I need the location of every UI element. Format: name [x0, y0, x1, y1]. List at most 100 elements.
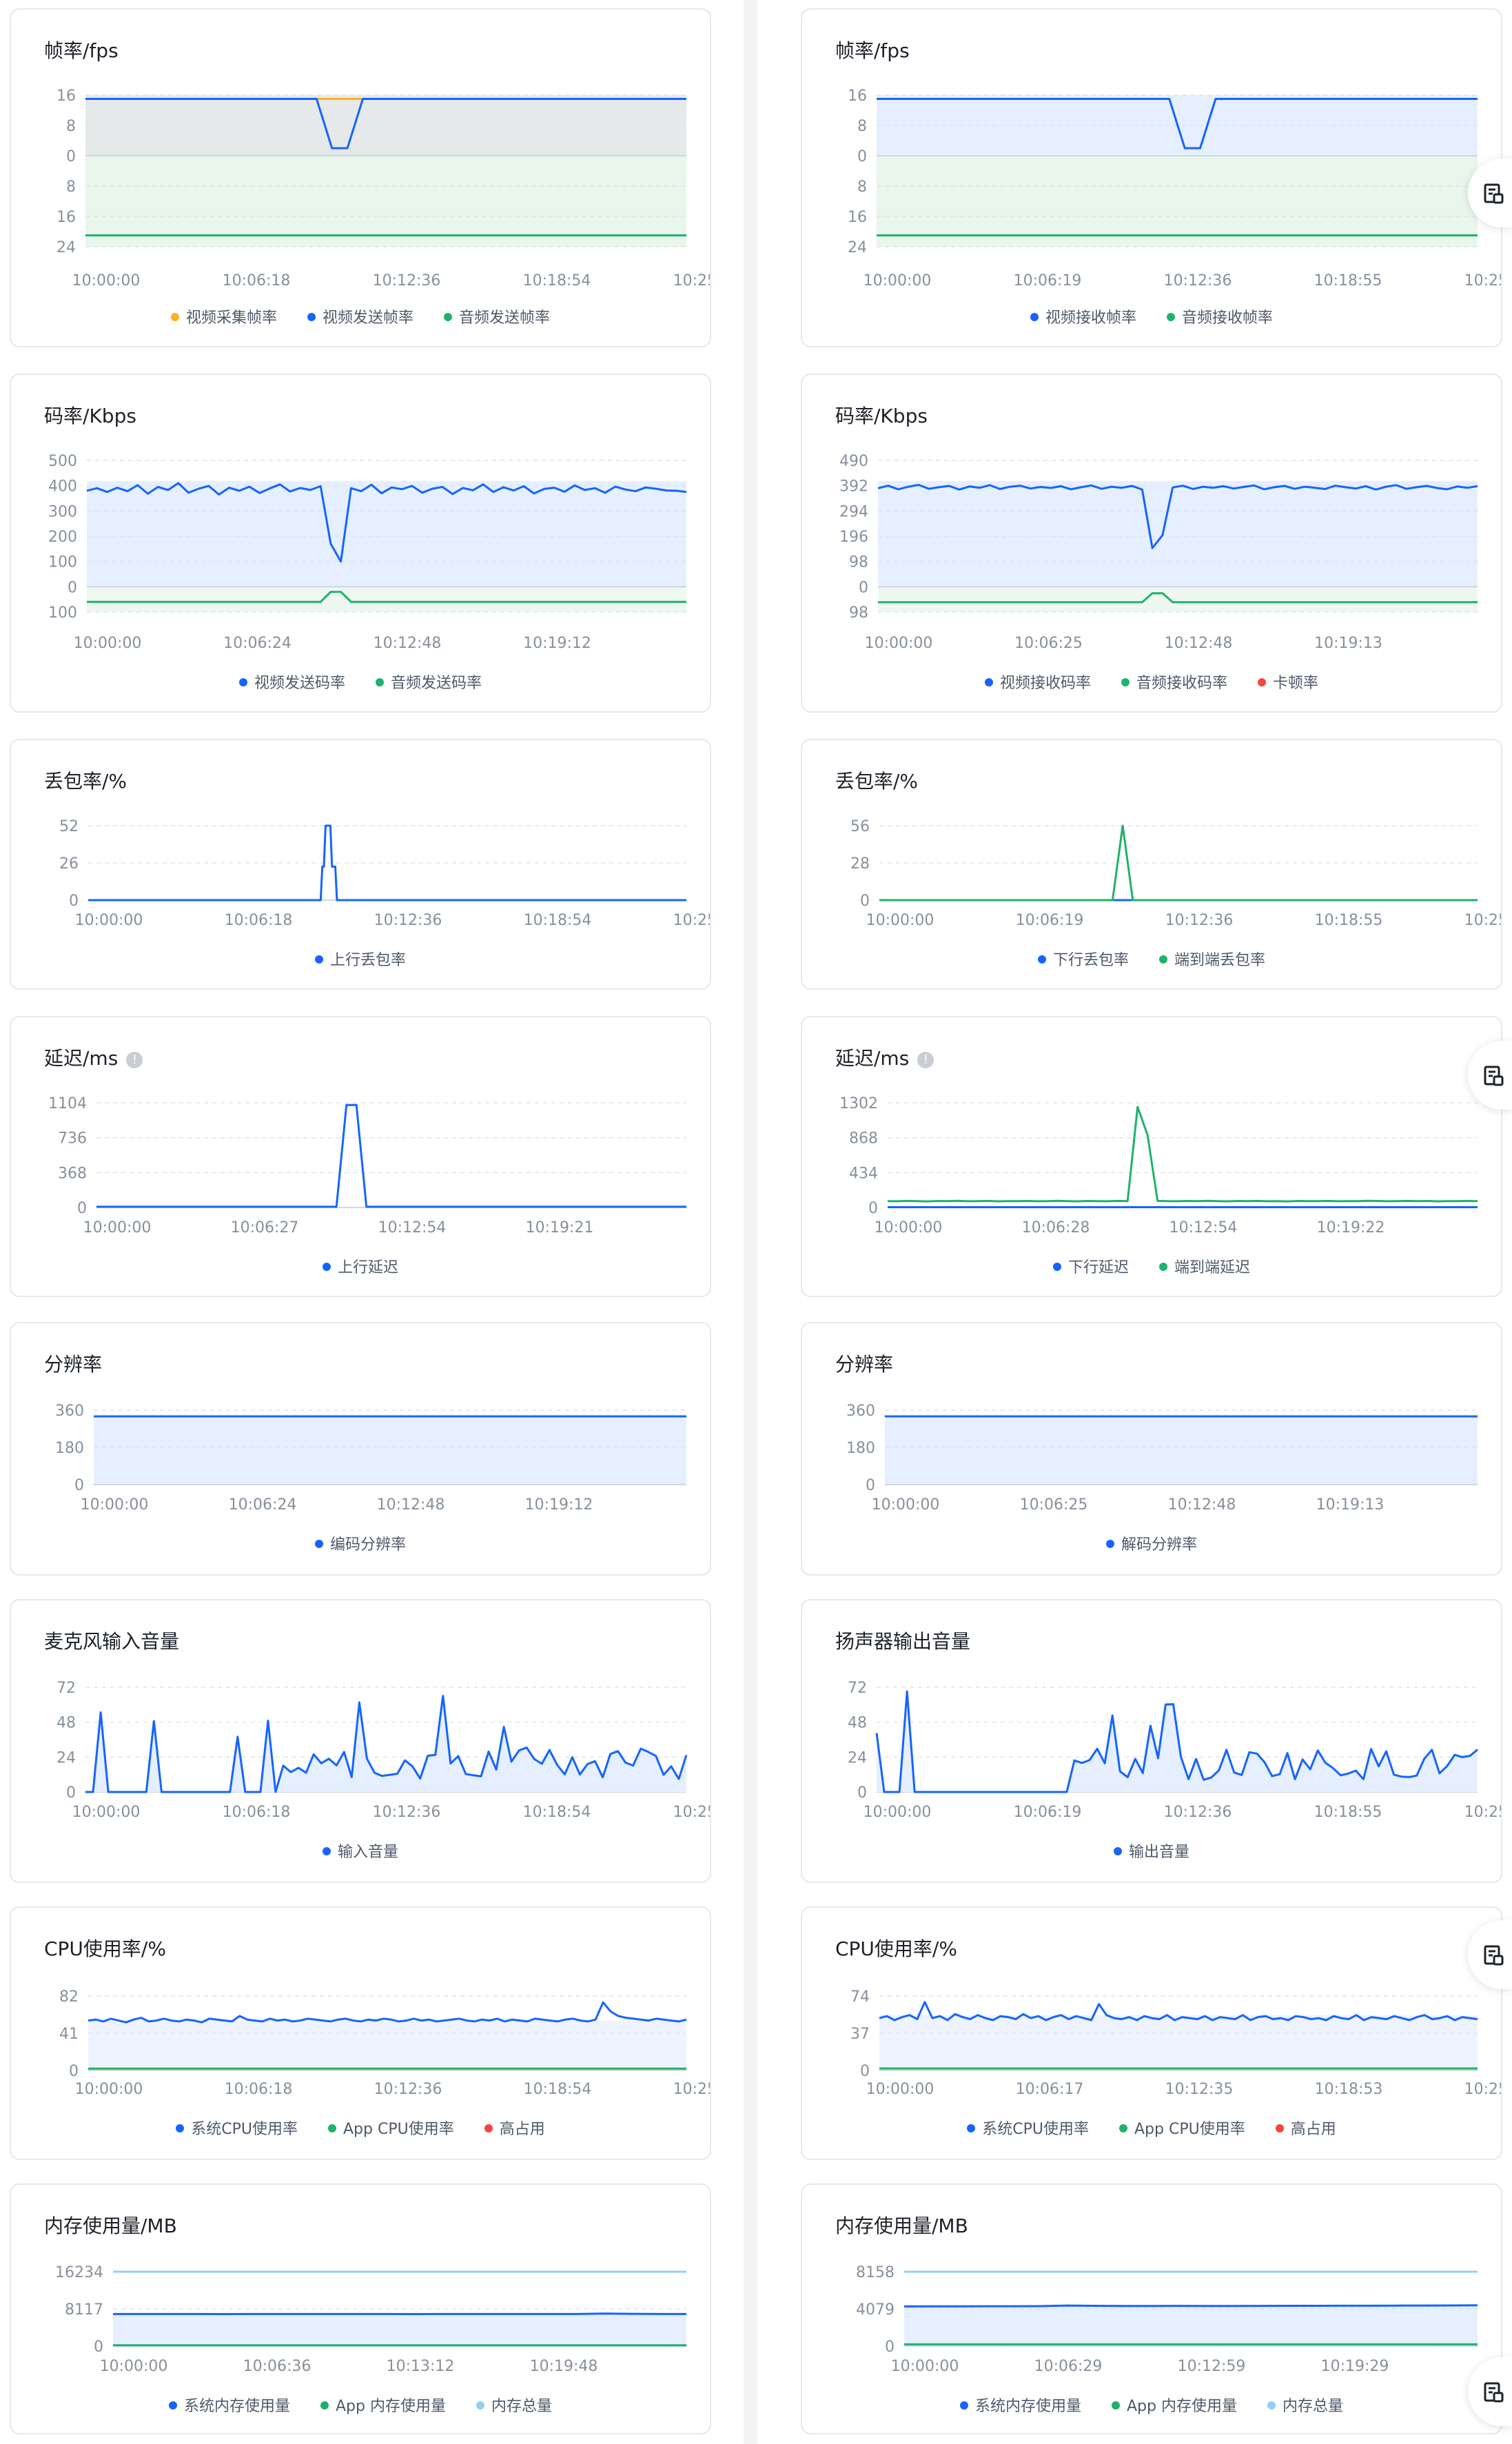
plot-band-lower: [87, 587, 686, 612]
chart-title-text: 延迟/ms: [44, 1047, 119, 1070]
legend-dot-icon: [1052, 1263, 1061, 1271]
y-tick-label: 0: [866, 1477, 875, 1494]
chart-svg: 82 41 010:00:00 10:06:18 10:12:36 10:18:54 10:…: [59, 1988, 710, 2098]
legend-dot-icon: [1119, 2124, 1127, 2132]
x-tick-label: 10:18:53: [1315, 2081, 1383, 2098]
legend-item[interactable]: 编码分辨率: [314, 1532, 406, 1554]
x-tick-label: 10:06:18: [223, 1804, 291, 1821]
y-tick-label: 24: [57, 1749, 76, 1766]
plot-band-upper: [87, 481, 686, 587]
x-tick-label: 10:18:54: [524, 2081, 592, 2098]
legend-item[interactable]: 下行延迟: [1052, 1255, 1129, 1277]
y-tick-label: 16: [57, 209, 76, 226]
legend-item[interactable]: 输入音量: [322, 1840, 398, 1862]
legend-item[interactable]: 输出音量: [1113, 1840, 1189, 1862]
legend-item[interactable]: 视频接收帧率: [1030, 305, 1136, 327]
y-tick-label: 868: [849, 1130, 878, 1148]
legend-item[interactable]: 视频采集帧率: [170, 305, 277, 327]
chart-title-text: 内存使用量/MB: [835, 2214, 968, 2237]
x-tick-label: 10:00:00: [875, 1219, 943, 1236]
legend-item[interactable]: 系统内存使用量: [168, 2394, 290, 2416]
chart-title: 内存使用量/MB: [44, 2211, 177, 2239]
report-icon: [1484, 1945, 1504, 1966]
x-tick-label: 10:19:29: [1321, 2358, 1389, 2375]
legend-item[interactable]: 内存总量: [476, 2394, 552, 2416]
legend-item[interactable]: 视频发送帧率: [307, 305, 413, 327]
x-tick-label: 10:19:22: [1317, 1219, 1385, 1236]
series-line-0: [88, 2001, 687, 2024]
legend-item[interactable]: 上行延迟: [322, 1255, 398, 1277]
legend-item[interactable]: 高占用: [484, 2117, 545, 2139]
y-tick-label: 8: [66, 179, 76, 196]
y-tick-label: 41: [59, 2026, 79, 2043]
legend-item[interactable]: 系统CPU使用率: [967, 2117, 1089, 2139]
info-icon[interactable]: !: [917, 1052, 934, 1068]
y-tick-label: 0: [857, 148, 867, 165]
info-icon[interactable]: !: [126, 1052, 143, 1068]
legend-label: 解码分辨率: [1121, 1536, 1197, 1554]
x-tick-label: 10:12:36: [373, 272, 441, 289]
y-tick-label: 16234: [55, 2264, 103, 2281]
chart-legend: 上行丢包率: [11, 948, 710, 970]
x-tick-label: 10:00:00: [864, 272, 932, 289]
y-tick-label: 0: [860, 2063, 870, 2080]
x-tick-label: 10:25:15: [1464, 272, 1501, 289]
series-line-1: [85, 98, 686, 150]
legend-label: 视频发送码率: [254, 675, 345, 692]
plot-band-lower: [85, 156, 686, 247]
chart-svg: 72 48 24 0 10:00:00 10:06:19 10:12:36 10:18:55 1…: [848, 1680, 1501, 1821]
chart-svg: 16234 8117 0 10:00:00 10:06:36 10:13:12 10:19:…: [55, 2264, 686, 2375]
y-tick-label: 294: [839, 503, 868, 520]
legend-item[interactable]: 下行丢包率: [1037, 948, 1129, 970]
chart-legend: 视频采集帧率 视频发送帧率 音频发送帧率: [11, 305, 710, 327]
chart-title: 内存使用量/MB: [835, 2211, 968, 2239]
chart-title: CPU使用率/%: [835, 1934, 957, 1962]
legend-item[interactable]: 视频接收码率: [984, 671, 1091, 693]
x-tick-label: 10:00:00: [865, 635, 933, 652]
legend-item[interactable]: App CPU使用率: [1119, 2117, 1245, 2139]
legend-item[interactable]: 系统CPU使用率: [176, 2117, 298, 2139]
legend-item[interactable]: 解码分辨率: [1105, 1532, 1197, 1554]
chart-title-text: CPU使用率/%: [44, 1937, 166, 1960]
x-tick-label: 10:06:19: [1014, 1804, 1082, 1821]
legend-item[interactable]: App CPU使用率: [328, 2117, 454, 2139]
legend-item[interactable]: 内存总量: [1267, 2394, 1343, 2416]
legend-dot-icon: [1113, 1847, 1122, 1855]
legend-item[interactable]: 音频发送帧率: [444, 305, 550, 327]
chart-card-recv-bitrate: 码率/Kbps 490 392 294 196 98 0 98 10:00:00 10:06:25…: [801, 374, 1502, 713]
series-area: [877, 1691, 1478, 1792]
legend-label: 视频发送帧率: [322, 309, 413, 327]
legend-item[interactable]: 高占用: [1275, 2117, 1336, 2139]
x-tick-label: 10:12:48: [1168, 1496, 1236, 1514]
chart-title: CPU使用率/%: [44, 1934, 166, 1962]
legend-dot-icon: [314, 1540, 323, 1548]
legend-item[interactable]: App 内存使用量: [1112, 2394, 1237, 2416]
legend-dot-icon: [320, 2401, 329, 2410]
legend-item[interactable]: 卡顿率: [1258, 671, 1318, 693]
legend-item[interactable]: 视频发送码率: [238, 671, 345, 693]
x-tick-label: 10:18:55: [1314, 272, 1382, 289]
chart-title-text: 帧率/fps: [44, 39, 119, 62]
legend-item[interactable]: 系统内存使用量: [959, 2394, 1081, 2416]
legend-dot-icon: [322, 1847, 331, 1855]
x-tick-label: 10:06:17: [1016, 2081, 1084, 2098]
y-tick-label: 48: [57, 1715, 76, 1732]
chart-card-send-bitrate: 码率/Kbps 500 400 300 200 100 0 100 10:00:00 10:06:…: [10, 374, 711, 713]
legend-item[interactable]: 音频接收帧率: [1167, 305, 1273, 327]
y-tick-label: 0: [66, 1784, 76, 1802]
y-tick-label: 0: [860, 893, 870, 910]
y-tick-label: 180: [55, 1440, 84, 1457]
chart-title-text: 内存使用量/MB: [44, 2214, 177, 2237]
legend-item[interactable]: 端到端丢包率: [1159, 948, 1265, 970]
legend-item[interactable]: App 内存使用量: [320, 2394, 446, 2416]
y-tick-label: 16: [848, 209, 867, 226]
chart-legend: 系统内存使用量 App 内存使用量 内存总量: [802, 2394, 1501, 2416]
chart-svg: 56 28 0 10:00:00 10:06:19 10:12:36 10:18:55 10:…: [850, 818, 1501, 929]
legend-item[interactable]: 端到端延迟: [1159, 1255, 1250, 1277]
x-tick-label: 10:00:00: [75, 2081, 143, 2098]
legend-item[interactable]: 上行丢包率: [314, 948, 406, 970]
legend-item[interactable]: 音频接收码率: [1121, 671, 1227, 693]
y-tick-label: 28: [850, 855, 870, 873]
chart-title: 码率/Kbps: [835, 401, 928, 429]
legend-item[interactable]: 音频发送码率: [376, 671, 482, 693]
